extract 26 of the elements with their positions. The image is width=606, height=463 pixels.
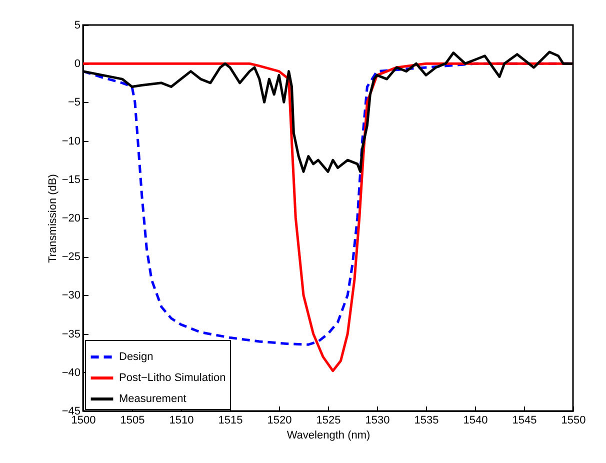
x-tick-label: 1540 xyxy=(463,414,488,426)
x-axis-title: Wavelength (nm) xyxy=(286,430,370,442)
y-tick-label: −15 xyxy=(62,174,80,186)
y-axis-title: Transmission (dB) xyxy=(46,174,59,263)
x-tick-label: 1530 xyxy=(365,414,390,426)
y-tick-label: −20 xyxy=(62,212,80,224)
x-tick-label: 1510 xyxy=(169,414,194,426)
x-tick-label: 1550 xyxy=(561,414,586,426)
legend-label: Post−Litho Simulation xyxy=(119,372,226,384)
x-tick-label: 1545 xyxy=(512,414,537,426)
y-tick-label: 0 xyxy=(74,58,80,70)
legend-label: Design xyxy=(119,351,154,363)
y-tick-label: −5 xyxy=(68,96,80,109)
x-tick-label: 1535 xyxy=(414,414,439,426)
y-tick-label: −10 xyxy=(62,135,80,148)
x-tick-label: 1500 xyxy=(71,414,96,426)
x-tick-label: 1525 xyxy=(316,414,341,426)
x-tick-label: 1520 xyxy=(267,414,292,426)
y-tick-label: −25 xyxy=(62,251,80,264)
x-tick-label: 1515 xyxy=(218,414,243,426)
y-tick-label: −35 xyxy=(62,328,80,340)
y-tick-label: 5 xyxy=(74,20,80,32)
x-tick-label: 1505 xyxy=(120,414,145,426)
y-tick-label: −40 xyxy=(62,366,80,379)
y-tick-label: −30 xyxy=(62,290,80,302)
legend-label: Measurement xyxy=(119,393,186,405)
